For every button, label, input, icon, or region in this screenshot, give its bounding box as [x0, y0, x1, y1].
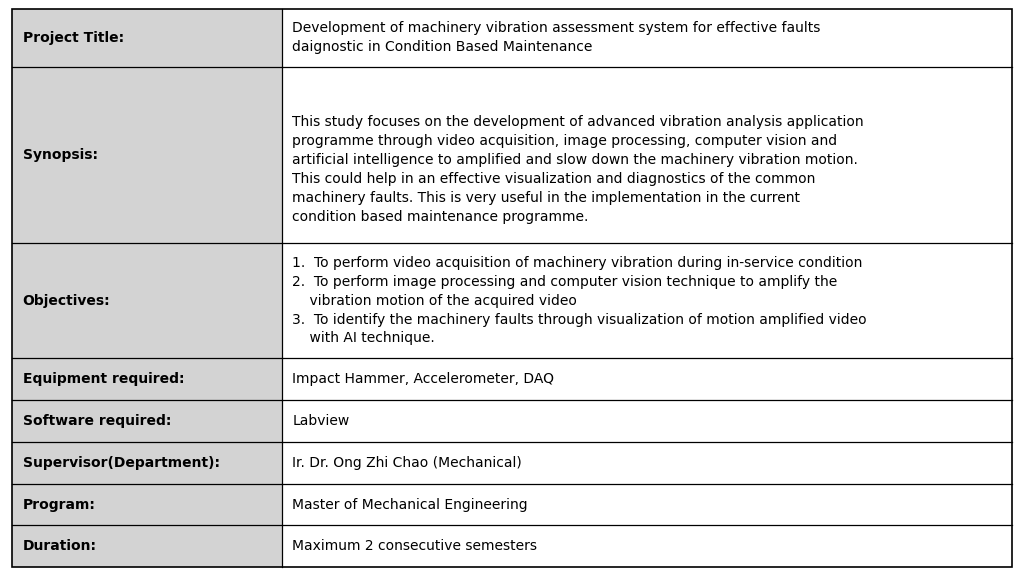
Text: This study focuses on the development of advanced vibration analysis application: This study focuses on the development of…	[293, 115, 864, 223]
Text: Labview: Labview	[293, 414, 349, 428]
Text: Software required:: Software required:	[23, 414, 171, 428]
Bar	[283, 67, 1012, 243]
Text: Master of Mechanical Engineering: Master of Mechanical Engineering	[293, 498, 528, 511]
Bar	[12, 442, 283, 483]
Bar	[12, 9, 283, 67]
Bar	[12, 358, 283, 400]
Bar	[283, 243, 1012, 358]
Bar	[12, 525, 283, 567]
Text: Ir. Dr. Ong Zhi Chao (Mechanical): Ir. Dr. Ong Zhi Chao (Mechanical)	[293, 456, 522, 469]
Text: Objectives:: Objectives:	[23, 294, 111, 308]
Text: Supervisor(Department):: Supervisor(Department):	[23, 456, 219, 469]
Text: Duration:: Duration:	[23, 539, 96, 554]
Text: Equipment required:: Equipment required:	[23, 372, 184, 386]
Bar	[283, 483, 1012, 525]
Bar	[12, 67, 283, 243]
Bar	[12, 400, 283, 442]
Bar	[283, 9, 1012, 67]
Text: Synopsis:: Synopsis:	[23, 148, 97, 162]
Text: Project Title:: Project Title:	[23, 31, 124, 45]
Bar	[283, 525, 1012, 567]
Text: Maximum 2 consecutive semesters: Maximum 2 consecutive semesters	[293, 539, 538, 554]
Bar	[283, 442, 1012, 483]
Text: Impact Hammer, Accelerometer, DAQ: Impact Hammer, Accelerometer, DAQ	[293, 372, 554, 386]
Bar	[12, 483, 283, 525]
Bar	[283, 400, 1012, 442]
Bar	[12, 243, 283, 358]
Text: 1.  To perform video acquisition of machinery vibration during in-service condit: 1. To perform video acquisition of machi…	[293, 256, 867, 346]
Text: Program:: Program:	[23, 498, 95, 511]
Bar	[283, 358, 1012, 400]
Text: Development of machinery vibration assessment system for effective faults
daigno: Development of machinery vibration asses…	[293, 21, 821, 55]
